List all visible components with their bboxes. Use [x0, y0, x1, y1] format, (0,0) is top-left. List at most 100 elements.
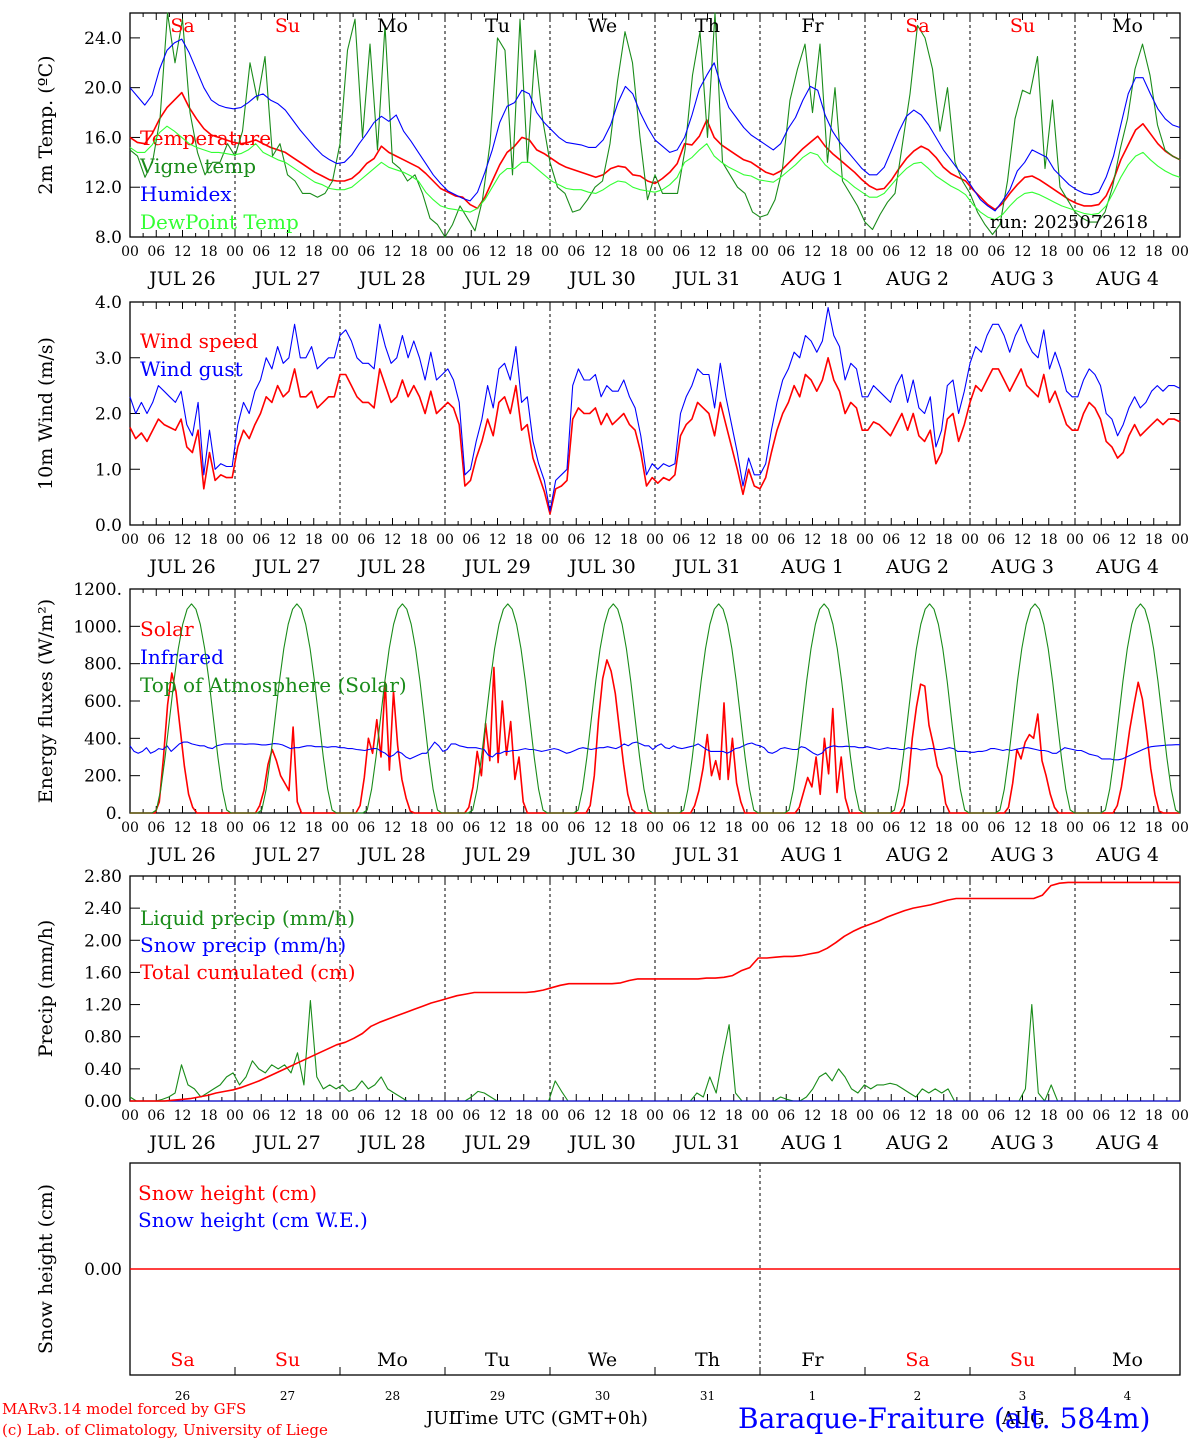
month-label-aug: AUG [1001, 1408, 1045, 1429]
hour-tick-label: 00 [646, 1108, 664, 1124]
weekday-label: Sa [170, 15, 194, 37]
hour-tick-label: 18 [725, 820, 743, 836]
hour-tick-label: 18 [935, 532, 953, 548]
hour-tick-label: 12 [1119, 1108, 1137, 1124]
hour-tick-label: 06 [672, 244, 690, 260]
weekday-label: Su [275, 15, 300, 37]
hour-tick-label: 06 [147, 532, 165, 548]
hour-tick-label: 00 [1171, 532, 1189, 548]
y-tick-label: 12.0 [84, 178, 122, 198]
day-label: JUL 29 [462, 268, 530, 290]
hour-tick-label: 00 [646, 532, 664, 548]
hour-tick-label: 18 [830, 532, 848, 548]
y-axis-title: Energy fluxes (W/m²) [35, 599, 57, 803]
hour-tick-label: 12 [174, 244, 192, 260]
hour-tick-label: 18 [200, 244, 218, 260]
day-label: JUL 28 [357, 268, 425, 290]
hour-tick-label: 00 [961, 1108, 979, 1124]
series-line-temperature [129, 91, 1181, 211]
day-label: JUL 26 [147, 844, 215, 866]
hour-tick-label: 18 [620, 820, 638, 836]
y-tick-label: 0.00 [84, 1260, 122, 1280]
hour-tick-label: 00 [856, 1108, 874, 1124]
hour-tick-label: 00 [541, 1108, 559, 1124]
hour-tick-label: 12 [384, 820, 402, 836]
hour-tick-label: 06 [777, 820, 795, 836]
hour-tick-label: 00 [331, 1108, 349, 1124]
day-number-label: 1 [809, 1389, 817, 1403]
hour-tick-label: 06 [252, 532, 270, 548]
y-tick-label: 3.0 [95, 349, 122, 369]
y-tick-label: 8.0 [95, 228, 122, 248]
energy-flux-panel: 00 06 12 18 JUL 26 00 06 12 18 JUL 27 00 06 12 18 JUL … [35, 580, 1189, 866]
y-tick-label: 0.80 [84, 1028, 122, 1048]
hour-tick-label: 12 [1119, 532, 1137, 548]
legend-entry: Wind gust [140, 357, 243, 381]
hour-tick-label: 06 [672, 532, 690, 548]
hour-tick-label: 12 [594, 532, 612, 548]
day-label: AUG 2 [885, 844, 949, 866]
day-label: AUG 3 [990, 268, 1054, 290]
hour-tick-label: 18 [935, 820, 953, 836]
hour-tick-label: 06 [567, 532, 585, 548]
weekday-label: Su [1010, 15, 1035, 37]
day-label: JUL 30 [567, 1132, 635, 1154]
y-tick-label: 0. [106, 804, 122, 824]
series-line-humidex [129, 38, 1181, 212]
legend-entry: Snow height (cm W.E.) [138, 1208, 368, 1232]
hour-tick-label: 18 [725, 244, 743, 260]
hour-tick-label: 18 [620, 1108, 638, 1124]
day-label: AUG 1 [780, 268, 844, 290]
hour-tick-label: 18 [1145, 1108, 1163, 1124]
hour-tick-label: 18 [200, 1108, 218, 1124]
hour-tick-label: 18 [410, 244, 428, 260]
hour-tick-label: 18 [515, 532, 533, 548]
hour-tick-label: 06 [462, 244, 480, 260]
weekday-label: Tu [485, 1349, 510, 1371]
credit-line-2: (c) Lab. of Climatology, University of L… [2, 1421, 328, 1439]
hour-tick-label: 18 [200, 532, 218, 548]
day-label: JUL 26 [147, 1132, 215, 1154]
hour-tick-label: 00 [646, 244, 664, 260]
day-number-label: 30 [595, 1389, 610, 1403]
hour-tick-label: 18 [305, 820, 323, 836]
legend-entry: Snow height (cm) [138, 1181, 317, 1205]
y-tick-label: 1.0 [95, 460, 122, 480]
precipitation-panel: 00 06 12 18 JUL 26 00 06 12 18 JUL 27 00 06 12 18 JUL … [35, 867, 1189, 1154]
hour-tick-label: 12 [1119, 820, 1137, 836]
day-label: JUL 30 [567, 268, 635, 290]
weekday-label: Sa [905, 1349, 929, 1371]
hour-tick-label: 00 [331, 532, 349, 548]
credit-line-1: MARv3.14 model forced by GFS [2, 1400, 246, 1418]
hour-tick-label: 18 [830, 244, 848, 260]
legend-entry: DewPoint Temp [140, 210, 299, 234]
legend-entry: Temperature [140, 126, 271, 150]
hour-tick-label: 18 [410, 820, 428, 836]
hour-tick-label: 00 [436, 244, 454, 260]
hour-tick-label: 12 [804, 820, 822, 836]
hour-tick-label: 00 [961, 244, 979, 260]
hour-tick-label: 18 [1040, 820, 1058, 836]
hour-tick-label: 06 [882, 820, 900, 836]
hour-tick-label: 12 [594, 244, 612, 260]
hour-tick-label: 00 [436, 1108, 454, 1124]
hour-tick-label: 12 [489, 1108, 507, 1124]
hour-tick-label: 18 [200, 820, 218, 836]
hour-tick-label: 18 [305, 1108, 323, 1124]
day-number-label: 31 [700, 1389, 715, 1403]
hour-tick-label: 06 [672, 1108, 690, 1124]
hour-tick-label: 06 [567, 244, 585, 260]
hour-tick-label: 12 [1014, 244, 1032, 260]
day-label: JUL 31 [672, 556, 740, 578]
hour-tick-label: 00 [1171, 1108, 1189, 1124]
hour-tick-label: 12 [384, 532, 402, 548]
hour-tick-label: 18 [305, 244, 323, 260]
legend-entry: Infrared [140, 645, 224, 669]
y-tick-label: 1000. [73, 617, 122, 637]
weekday-label: Fr [801, 1349, 824, 1371]
weekday-label: Fr [801, 15, 824, 37]
hour-tick-label: 18 [620, 244, 638, 260]
hour-tick-label: 06 [252, 244, 270, 260]
hour-tick-label: 12 [699, 244, 717, 260]
